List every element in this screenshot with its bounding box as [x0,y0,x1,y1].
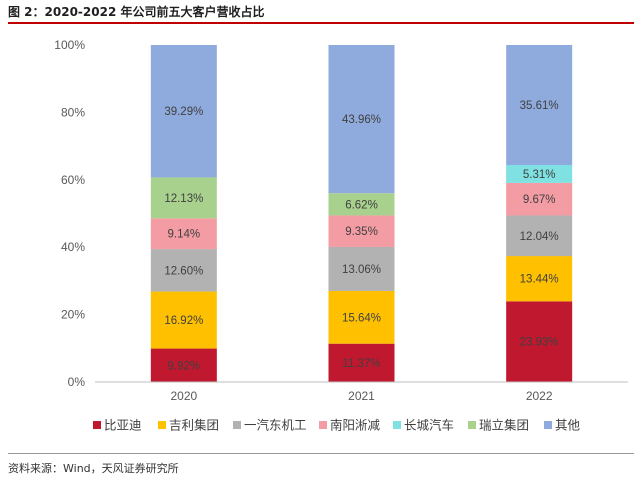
bar-segment [506,256,573,302]
data-label: 39.29% [164,106,203,118]
data-label: 35.61% [520,100,559,112]
source-note: 资料来源：Wind，天风证券研究所 [8,462,179,475]
data-label: 9.92% [168,360,201,372]
legend-label: 比亚迪 [104,418,142,433]
x-axis: 2020 2021 2022 [95,381,628,403]
bar-segment [150,249,217,292]
y-tick-label: 0% [68,375,86,389]
legend-swatch [93,421,101,429]
bar-segment [506,215,573,257]
data-label: 9.67% [523,194,556,206]
bar-segment [328,343,395,382]
legend: 比亚迪 吉利集团 一汽东机工 南阳淅减 长城汽车 瑞立集团 其他 [93,418,581,433]
x-tick-label: 2022 [526,389,553,403]
bar-segment [150,45,217,178]
y-tick-label: 100% [54,38,85,52]
data-label: 11.37% [342,358,380,370]
data-label: 13.06% [342,264,381,276]
bar-segment [328,45,395,194]
y-tick-label: 20% [61,308,85,322]
data-label: 9.14% [168,229,201,241]
legend-label: 南阳淅减 [330,418,381,433]
legend-label: 其他 [555,418,581,433]
y-axis: 0% 20% 40% 60% 80% 100% [54,38,85,389]
bar-segment [506,165,573,183]
legend-swatch [544,421,552,429]
x-tick-label: 2021 [348,389,375,403]
bar-segment [150,291,217,349]
bar-segment [328,290,395,344]
data-label: 12.13% [164,193,203,205]
data-label: 6.62% [345,199,378,211]
bar-segment [150,177,217,219]
bar-segment [328,215,395,247]
legend-swatch [233,421,241,429]
data-label: 16.92% [164,315,203,327]
y-tick-label: 40% [61,240,85,254]
x-tick-label: 2020 [170,389,197,403]
legend-label: 瑞立集团 [479,418,529,433]
data-label: 5.31% [523,169,556,181]
bar-segment [506,301,573,382]
bar-segment [328,246,395,291]
bar-segment [328,193,395,216]
data-label: 15.64% [342,312,381,324]
data-label: 9.35% [345,226,378,238]
y-tick-label: 80% [61,105,85,119]
data-label: 23.93% [520,337,559,349]
legend-swatch [468,421,476,429]
legend-label: 长城汽车 [404,418,454,433]
legend-label: 一汽东机工 [244,418,307,433]
data-label: 12.60% [164,265,203,277]
data-label: 43.96% [342,114,381,126]
footer-divider [8,453,634,454]
bar-segment [506,182,573,216]
bar-segment [506,45,573,166]
y-tick-label: 60% [61,173,85,187]
chart-title: 图 2：2020-2022 年公司前五大客户营收占比 [8,5,265,19]
data-label: 13.44% [520,274,559,286]
legend-swatch [158,421,166,429]
bar-segment [150,218,217,250]
legend-label: 吉利集团 [169,418,219,433]
stacked-bar-chart: 0% 20% 40% 60% 80% 100% 9.92% 16.92% 12.60% 9.14… [54,38,628,433]
legend-swatch [393,421,401,429]
legend-swatch [319,421,327,429]
bar-segment [150,348,217,382]
data-label: 12.04% [520,231,559,243]
title-divider [8,22,634,24]
bars: 9.92% 16.92% 12.60% 9.14% 12.13% 39.29% 11.37%… [150,45,573,382]
